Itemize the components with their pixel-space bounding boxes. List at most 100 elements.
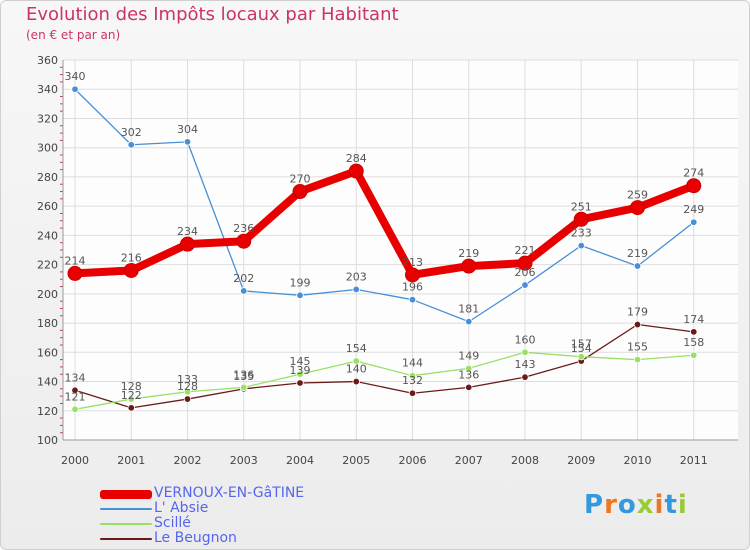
logo-letter: x	[636, 490, 655, 520]
data-point	[67, 265, 83, 281]
y-tick-label: 180	[37, 317, 58, 330]
data-point	[686, 178, 702, 194]
series-line-3	[74, 323, 694, 409]
data-point	[690, 218, 698, 226]
data-point	[521, 281, 529, 289]
data-point	[180, 236, 195, 252]
data-point	[240, 383, 248, 392]
data-point	[630, 200, 645, 216]
data-label: 136	[233, 368, 254, 381]
data-label: 233	[571, 227, 592, 240]
y-tick-label: 120	[37, 405, 58, 418]
legend-item-scille: Scillé	[100, 516, 360, 531]
y-tick-label: 220	[37, 259, 58, 272]
data-label: 199	[290, 276, 311, 289]
data-point	[461, 258, 477, 274]
data-label: 213	[402, 256, 423, 269]
data-point	[183, 395, 192, 403]
data-label: 121	[65, 390, 86, 403]
data-label: 304	[177, 123, 198, 136]
legend-swatch-scille	[100, 523, 152, 525]
y-tick-label: 160	[37, 346, 58, 359]
data-point	[690, 351, 698, 359]
data-label: 251	[571, 200, 592, 213]
data-point	[123, 262, 139, 278]
logo-letter: i	[654, 490, 665, 520]
data-point	[633, 320, 642, 329]
data-label: 340	[65, 70, 86, 83]
x-tick-label: 2009	[567, 454, 595, 467]
data-label: 181	[458, 303, 479, 316]
data-point	[183, 388, 192, 396]
data-point	[296, 291, 304, 300]
logo-letter: i	[677, 490, 688, 520]
data-point	[127, 141, 135, 149]
y-tick-label: 240	[37, 229, 58, 242]
data-point	[521, 348, 529, 357]
data-label: 155	[627, 341, 648, 354]
data-label: 206	[515, 266, 536, 279]
chart-subtitle: (en € et par an)	[26, 28, 121, 42]
y-tick-label: 200	[37, 288, 58, 301]
data-point	[633, 355, 642, 364]
data-label: 132	[402, 374, 423, 387]
data-label: 143	[515, 358, 536, 371]
data-point	[348, 163, 364, 179]
data-label: 302	[121, 126, 142, 139]
data-label: 135	[233, 370, 254, 383]
data-label: 145	[290, 355, 311, 368]
y-tick-label: 100	[37, 434, 58, 447]
data-label: 249	[683, 203, 704, 216]
x-tick-label: 2002	[174, 454, 202, 467]
data-label: 139	[290, 364, 311, 377]
data-point	[633, 262, 642, 270]
data-label: 284	[346, 152, 367, 165]
data-label: 259	[627, 189, 648, 202]
data-point	[690, 328, 698, 336]
x-tick-label: 2005	[342, 454, 370, 467]
legend-item-absie: L' Absie	[100, 501, 360, 516]
data-label: 196	[402, 281, 423, 294]
y-tick-label: 320	[37, 112, 58, 125]
y-tick-label: 340	[37, 83, 58, 96]
data-point	[408, 389, 417, 397]
data-label: 157	[571, 338, 592, 351]
data-label: 154	[346, 342, 367, 355]
data-label: 270	[290, 173, 311, 186]
data-point	[240, 287, 248, 295]
x-tick-label: 2007	[455, 454, 483, 467]
data-label: 219	[458, 247, 479, 260]
legend-swatch-beugnon	[100, 538, 152, 540]
data-label: 219	[627, 247, 648, 260]
legend-swatch-vernoux	[100, 490, 152, 499]
data-point	[71, 386, 79, 395]
data-point	[296, 370, 304, 378]
series-line-2	[74, 351, 694, 410]
data-point	[465, 364, 473, 373]
x-tick-label: 2006	[399, 454, 427, 467]
y-tick-label: 260	[37, 200, 58, 213]
data-point	[517, 255, 533, 271]
data-point	[183, 138, 192, 146]
data-label: 216	[121, 251, 142, 264]
x-tick-label: 2011	[680, 454, 708, 467]
legend-item-vernoux: VERNOUX-EN-GâTINE	[100, 486, 360, 501]
data-label: 133	[177, 373, 198, 386]
data-point	[408, 295, 417, 304]
data-point	[292, 184, 308, 200]
data-point	[465, 317, 473, 326]
logo-letter: t	[664, 490, 678, 520]
x-tick-label: 2008	[511, 454, 539, 467]
data-point	[577, 241, 585, 250]
legend-label-vernoux: VERNOUX-EN-GâTINE	[154, 485, 305, 501]
data-label: 234	[177, 225, 198, 238]
legend-item-beugnon: Le Beugnon	[100, 531, 360, 546]
data-point	[573, 211, 589, 227]
data-label: 128	[177, 380, 198, 393]
data-point	[521, 373, 529, 381]
data-point	[577, 352, 585, 361]
legend-label-beugnon: Le Beugnon	[154, 530, 237, 546]
data-label: 144	[402, 357, 423, 370]
data-point	[236, 233, 252, 249]
legend-label-scille: Scillé	[154, 515, 191, 531]
